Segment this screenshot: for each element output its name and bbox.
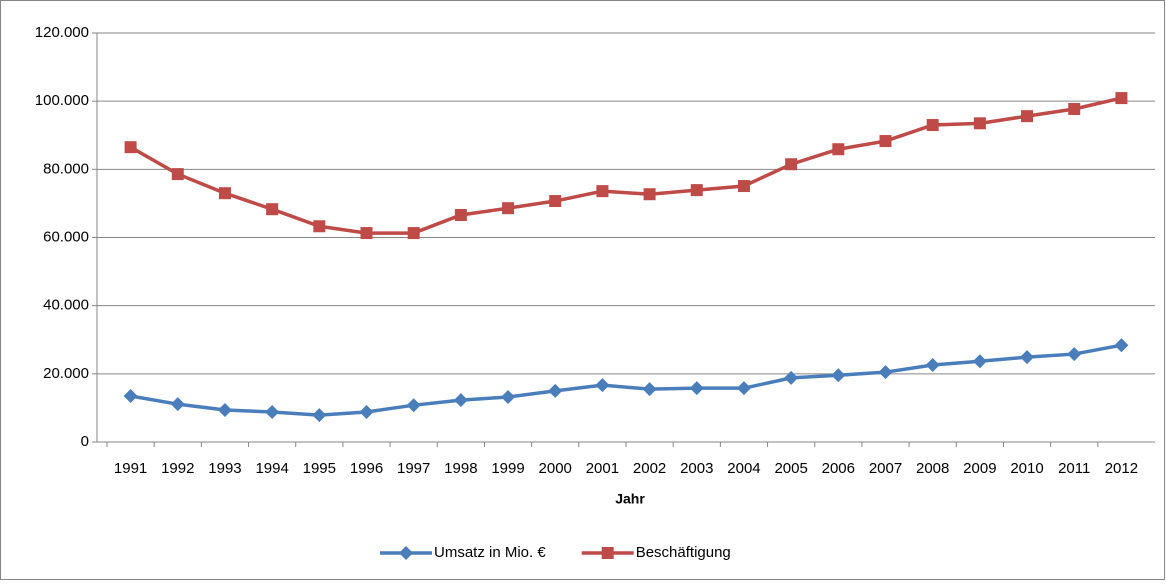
x-tick-label: 2012 <box>1105 460 1138 477</box>
x-tick-label: 1997 <box>397 460 430 477</box>
marker <box>737 180 750 193</box>
x-tick-label: 1999 <box>491 460 524 477</box>
marker <box>502 202 515 215</box>
y-tick-label: 0 <box>81 433 89 450</box>
marker <box>312 408 327 423</box>
marker <box>454 209 467 222</box>
marker <box>878 365 893 380</box>
marker <box>972 354 987 369</box>
marker <box>313 220 326 233</box>
marker <box>690 184 703 197</box>
marker <box>360 227 373 240</box>
marker <box>170 397 185 412</box>
x-tick-label: 1995 <box>303 460 336 477</box>
marker <box>879 135 892 148</box>
marker <box>832 143 845 156</box>
y-tick-label: 80.000 <box>43 160 89 177</box>
marker <box>1021 110 1034 123</box>
x-tick-label: 1994 <box>255 460 288 477</box>
x-tick-label: 2002 <box>633 460 666 477</box>
x-axis-title: Jahr <box>615 491 645 507</box>
marker <box>926 119 939 132</box>
marker <box>218 187 231 200</box>
marker <box>407 227 420 240</box>
marker <box>689 381 704 396</box>
y-tick-label: 60.000 <box>43 228 89 245</box>
marker <box>1114 338 1129 353</box>
marker <box>1067 347 1082 362</box>
y-tick-label: 20.000 <box>43 365 89 382</box>
marker <box>266 203 279 216</box>
marker <box>359 405 374 420</box>
marker <box>1115 92 1128 105</box>
marker <box>406 398 421 413</box>
x-tick-label: 2006 <box>822 460 855 477</box>
marker <box>973 117 986 130</box>
marker <box>1020 350 1035 365</box>
marker <box>784 370 799 385</box>
y-tick-label: 120.000 <box>35 24 89 41</box>
x-tick-label: 2010 <box>1010 460 1043 477</box>
marker <box>501 390 516 405</box>
x-tick-label: 1992 <box>161 460 194 477</box>
x-tick-label: 1996 <box>350 460 383 477</box>
y-tick-label: 100.000 <box>35 92 89 109</box>
x-tick-label: 2008 <box>916 460 949 477</box>
y-tick-label: 40.000 <box>43 297 89 314</box>
x-tick-label: 2007 <box>869 460 902 477</box>
marker <box>217 402 232 417</box>
marker <box>736 381 751 396</box>
series-line <box>129 96 1122 235</box>
marker <box>549 195 562 208</box>
marker <box>1068 103 1081 116</box>
marker <box>925 357 940 372</box>
marker <box>453 393 468 408</box>
marker <box>831 368 846 383</box>
legend-marker <box>399 546 413 560</box>
marker <box>642 382 657 397</box>
marker <box>124 141 137 154</box>
marker <box>171 168 184 181</box>
x-tick-label: 2011 <box>1058 460 1090 477</box>
marker <box>595 378 610 393</box>
marker <box>643 188 656 201</box>
x-tick-label: 2003 <box>680 460 713 477</box>
x-tick-label: 2009 <box>963 460 996 477</box>
legend-label: Umsatz in Mio. € <box>434 544 546 561</box>
marker <box>596 185 609 198</box>
legend-marker <box>601 547 614 559</box>
marker <box>548 383 563 398</box>
marker <box>265 405 280 420</box>
x-tick-label: 2005 <box>774 460 807 477</box>
x-tick-label: 1991 <box>114 460 147 477</box>
x-tick-label: 2004 <box>727 460 760 477</box>
x-tick-label: 1993 <box>208 460 241 477</box>
series-line <box>130 343 1122 417</box>
x-tick-label: 2001 <box>586 460 619 477</box>
marker <box>785 158 798 171</box>
x-tick-label: 2000 <box>539 460 572 477</box>
x-tick-label: 1998 <box>444 460 477 477</box>
marker <box>123 388 138 403</box>
legend-label: Beschäftigung <box>636 544 731 561</box>
